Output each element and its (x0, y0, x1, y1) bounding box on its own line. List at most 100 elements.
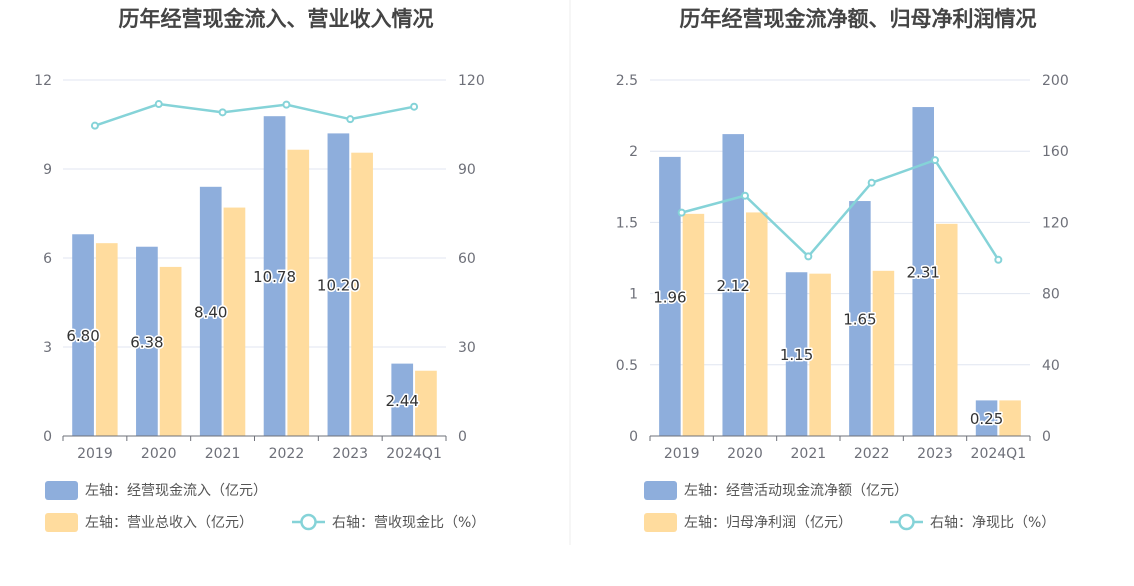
left-axis-tick-label: 1.5 (616, 215, 638, 231)
right-axis-tick-label: 0 (458, 429, 467, 445)
bar-1-a (722, 134, 744, 436)
legend-label: 右轴：净现比（%） (930, 515, 1055, 531)
bar-0-a (136, 246, 158, 436)
x-axis-tick-label: 2022 (269, 446, 305, 462)
x-axis-tick-label: 2020 (141, 446, 177, 462)
ratio-point (346, 115, 355, 124)
bar-1-b (682, 213, 705, 436)
bar-data-label: 2.31 (907, 264, 940, 282)
bar-0-a (263, 116, 286, 437)
legend-label: 左轴：经营现金流入（亿元） (85, 483, 267, 499)
right-axis-tick-label: 40 (1042, 358, 1060, 374)
bar-1-b (872, 270, 895, 436)
legend-swatch (45, 513, 78, 532)
legend-label: 左轴：经营活动现金流净额（亿元） (684, 483, 908, 499)
bar-0-b (415, 370, 437, 436)
legend-label: 左轴：营业总收入（亿元） (85, 515, 253, 531)
left-axis-tick-label: 1 (629, 287, 638, 303)
x-axis-tick-label: 2023 (332, 446, 368, 462)
bar-data-label: 1.65 (843, 311, 876, 329)
bar-data-label: 0.25 (970, 410, 1003, 428)
right-axis-tick-label: 90 (458, 162, 476, 178)
x-axis-tick-label: 2021 (205, 446, 241, 462)
ratio-point (410, 102, 419, 111)
bar-1-a (659, 156, 681, 436)
ratio-line (94, 102, 415, 127)
bar-1-a (849, 201, 871, 436)
legend-marker (898, 513, 915, 531)
legend-swatch (45, 481, 78, 500)
bar-data-label: 6.80 (66, 327, 99, 345)
bar-0-a (327, 133, 350, 436)
right-axis-tick-label: 30 (458, 340, 476, 356)
left-axis-tick-label: 3 (43, 340, 52, 356)
bar-0-b (223, 207, 246, 436)
left-axis-tick-label: 2 (629, 144, 638, 160)
ratio-point (741, 191, 749, 200)
right-axis-tick-label: 80 (1042, 287, 1060, 303)
legend-label: 右轴：营收现金比（%） (332, 515, 485, 531)
left-axis-tick-label: 12 (34, 73, 52, 89)
legend-label: 左轴：归母净利润（亿元） (684, 514, 852, 531)
bar-1-b (999, 400, 1021, 436)
bar-0-a (199, 186, 222, 436)
bar-data-label: 1.15 (780, 346, 813, 364)
right-axis-tick-label: 200 (1042, 73, 1069, 89)
x-axis-tick-label: 2023 (917, 446, 953, 462)
bar-0-b (287, 149, 310, 436)
bar-data-label: 8.40 (194, 303, 227, 321)
bar-data-label: 6.38 (130, 333, 163, 351)
bar-1-a (912, 107, 934, 436)
bar-0-b (95, 243, 118, 436)
legend-swatch (644, 513, 677, 532)
right-axis-tick-label: 160 (1042, 144, 1069, 160)
left-axis-tick-label: 0.5 (616, 358, 638, 374)
bar-1-a (785, 272, 808, 436)
cash-inflow-revenue-chart: 历年经营现金流入、营业收入情况 0 0 3 30 6 60 9 90 12 120 2019 2020… (34, 7, 485, 532)
chart-title: 历年经营现金流入、营业收入情况 (119, 7, 434, 31)
x-axis-tick-label: 2019 (77, 446, 113, 462)
left-axis-tick-label: 9 (43, 162, 52, 178)
bar-1-b (809, 273, 831, 436)
ratio-point (282, 100, 291, 109)
net-cash-flow-profit-chart: 历年经营现金流净额、归母净利润情况 0 0 0.5 40 1 80 1.5 120 2 160 2.… (616, 7, 1069, 532)
bar-1-b (936, 223, 958, 436)
legend-swatch (644, 481, 677, 500)
bar-0-b (159, 266, 182, 436)
bar-data-label: 10.20 (317, 277, 360, 295)
bar-0-a (72, 234, 94, 436)
left-axis-tick-label: 0 (43, 429, 52, 445)
ratio-point (90, 121, 99, 130)
ratio-point (677, 208, 686, 217)
bar-1-b (746, 212, 768, 436)
ratio-point (154, 100, 163, 109)
bar-0-a (391, 363, 414, 436)
x-axis-tick-label: 2021 (791, 446, 827, 462)
right-axis-tick-label: 120 (458, 73, 485, 89)
ratio-point (867, 178, 876, 187)
right-axis-tick-label: 120 (1042, 215, 1069, 231)
ratio-point (804, 252, 813, 261)
right-axis-tick-label: 0 (1042, 429, 1051, 445)
bar-1-a (975, 400, 998, 436)
legend-marker (300, 513, 317, 531)
left-axis-tick-label: 2.5 (616, 73, 638, 89)
bar-data-label: 10.78 (253, 268, 296, 286)
right-axis-tick-label: 60 (458, 251, 476, 267)
x-axis-tick-label: 2019 (664, 446, 700, 462)
ratio-point (994, 255, 1003, 264)
x-axis-tick-label: 2024Q1 (971, 446, 1027, 462)
bar-data-label: 1.96 (653, 288, 686, 306)
left-axis-tick-label: 6 (43, 251, 52, 267)
bar-0-b (351, 152, 373, 436)
chart-title: 历年经营现金流净额、归母净利润情况 (680, 7, 1037, 31)
bar-data-label: 2.12 (717, 277, 750, 295)
x-axis-tick-label: 2024Q1 (386, 446, 442, 462)
left-axis-tick-label: 0 (629, 429, 638, 445)
ratio-line (681, 158, 1000, 261)
x-axis-tick-label: 2022 (854, 446, 890, 462)
x-axis-tick-label: 2020 (727, 446, 763, 462)
bar-data-label: 2.44 (386, 392, 419, 410)
ratio-point (931, 156, 939, 165)
